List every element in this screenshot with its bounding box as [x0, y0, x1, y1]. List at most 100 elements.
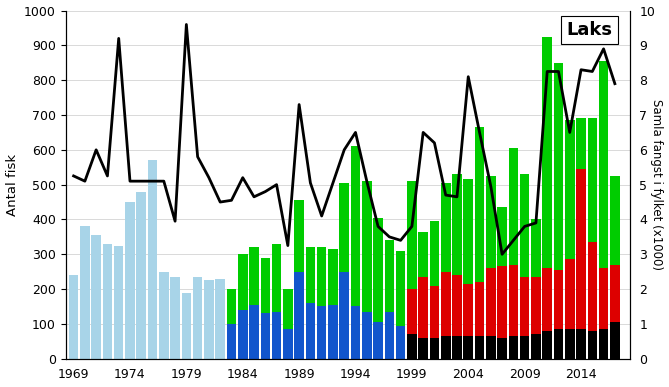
- Bar: [441, 272, 450, 336]
- Bar: [306, 247, 315, 303]
- Bar: [429, 338, 440, 359]
- Bar: [171, 277, 180, 359]
- Bar: [418, 232, 428, 277]
- Bar: [351, 146, 361, 307]
- Bar: [576, 329, 586, 359]
- Bar: [543, 331, 552, 359]
- Bar: [464, 284, 473, 336]
- Bar: [250, 247, 259, 305]
- Bar: [306, 303, 315, 359]
- Bar: [385, 240, 394, 312]
- Bar: [148, 160, 157, 359]
- Bar: [283, 289, 292, 329]
- Bar: [508, 148, 518, 265]
- Bar: [92, 235, 101, 359]
- Bar: [508, 265, 518, 336]
- Bar: [238, 254, 248, 310]
- Bar: [373, 322, 383, 359]
- Bar: [418, 338, 428, 359]
- Bar: [486, 336, 496, 359]
- Bar: [497, 338, 507, 359]
- Bar: [531, 277, 541, 334]
- Bar: [599, 268, 608, 329]
- Bar: [80, 226, 90, 359]
- Bar: [441, 336, 450, 359]
- Bar: [610, 176, 619, 265]
- Bar: [565, 260, 575, 329]
- Bar: [587, 118, 597, 242]
- Bar: [531, 334, 541, 359]
- Bar: [159, 272, 169, 359]
- Bar: [294, 272, 304, 359]
- Bar: [587, 331, 597, 359]
- Bar: [227, 324, 236, 359]
- Bar: [486, 268, 496, 336]
- Bar: [599, 61, 608, 268]
- Bar: [486, 176, 496, 268]
- Bar: [260, 313, 270, 359]
- Bar: [441, 183, 450, 272]
- Bar: [272, 312, 282, 359]
- Bar: [373, 218, 383, 322]
- Bar: [452, 336, 462, 359]
- Bar: [576, 169, 586, 329]
- Bar: [464, 180, 473, 284]
- Bar: [238, 310, 248, 359]
- Bar: [272, 244, 282, 312]
- Y-axis label: Samla fangst i fylket (x1000): Samla fangst i fylket (x1000): [650, 99, 664, 270]
- Bar: [136, 192, 146, 359]
- Bar: [407, 289, 417, 334]
- Bar: [464, 336, 473, 359]
- Bar: [317, 247, 326, 307]
- Bar: [362, 312, 371, 359]
- Bar: [599, 329, 608, 359]
- Bar: [317, 307, 326, 359]
- Bar: [204, 281, 213, 359]
- Bar: [475, 127, 484, 282]
- Bar: [69, 275, 78, 359]
- Bar: [396, 251, 405, 325]
- Bar: [339, 183, 349, 272]
- Bar: [497, 207, 507, 267]
- Bar: [396, 325, 405, 359]
- Bar: [587, 242, 597, 331]
- Bar: [362, 181, 371, 312]
- Bar: [497, 267, 507, 338]
- Bar: [520, 174, 529, 277]
- Bar: [227, 289, 236, 324]
- Bar: [475, 336, 484, 359]
- Bar: [181, 293, 191, 359]
- Bar: [452, 174, 462, 275]
- Bar: [351, 307, 361, 359]
- Bar: [429, 221, 440, 286]
- Bar: [543, 37, 552, 268]
- Bar: [520, 277, 529, 336]
- Bar: [576, 118, 586, 169]
- Text: Laks: Laks: [567, 21, 613, 39]
- Bar: [407, 181, 417, 289]
- Bar: [610, 265, 619, 322]
- Bar: [452, 275, 462, 336]
- Bar: [125, 202, 134, 359]
- Bar: [114, 246, 124, 359]
- Bar: [418, 277, 428, 338]
- Bar: [565, 329, 575, 359]
- Bar: [554, 329, 563, 359]
- Bar: [328, 249, 338, 305]
- Bar: [339, 272, 349, 359]
- Bar: [407, 334, 417, 359]
- Bar: [475, 282, 484, 336]
- Bar: [102, 244, 112, 359]
- Bar: [554, 270, 563, 329]
- Bar: [385, 312, 394, 359]
- Y-axis label: Antal fisk: Antal fisk: [5, 154, 19, 216]
- Bar: [531, 219, 541, 277]
- Bar: [520, 336, 529, 359]
- Bar: [250, 305, 259, 359]
- Bar: [508, 336, 518, 359]
- Bar: [328, 305, 338, 359]
- Bar: [193, 277, 203, 359]
- Bar: [543, 268, 552, 331]
- Bar: [283, 329, 292, 359]
- Bar: [260, 258, 270, 313]
